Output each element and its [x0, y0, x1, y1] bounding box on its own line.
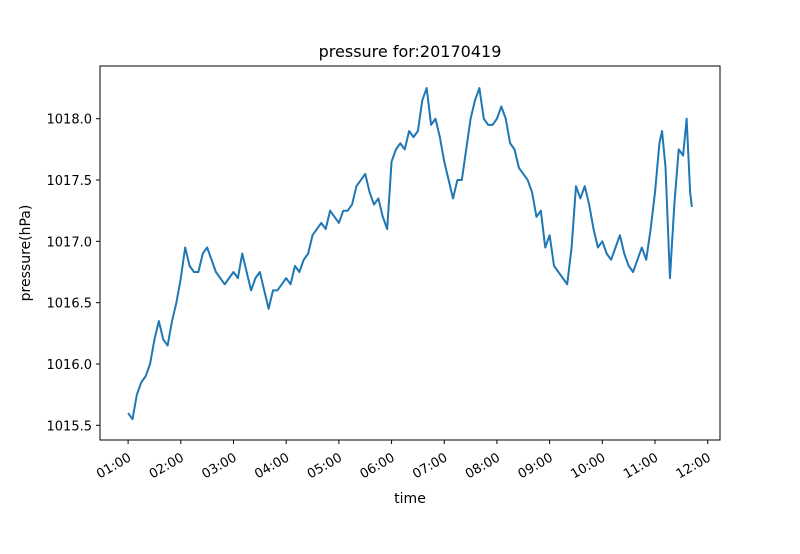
x-tick-label: 11:00	[621, 450, 661, 482]
chart-title: pressure for:20170419	[319, 42, 502, 61]
y-tick-label: 1017.0	[47, 235, 93, 250]
x-tick-label: 05:00	[305, 450, 345, 482]
x-tick-label: 08:00	[463, 450, 503, 482]
x-tick-label: 07:00	[410, 450, 450, 482]
axes-frame	[99, 65, 721, 441]
y-tick-label: 1017.5	[47, 174, 93, 189]
y-tick-label: 1015.5	[47, 419, 93, 434]
x-tick-label: 10:00	[568, 450, 608, 482]
x-tick-label: 01:00	[94, 450, 134, 482]
x-axis-label: time	[394, 491, 426, 507]
x-tick-label: 02:00	[147, 450, 187, 482]
y-tick-label: 1018.0	[47, 113, 93, 128]
x-tick-label: 12:00	[674, 450, 714, 482]
x-tick-label: 03:00	[200, 450, 240, 482]
x-tick-label: 09:00	[516, 450, 556, 482]
y-axis-label: pressure(hPa)	[18, 205, 34, 302]
x-tick-label: 04:00	[252, 450, 292, 482]
x-tick-label: 06:00	[358, 450, 398, 482]
y-tick-label: 1016.0	[47, 358, 93, 373]
y-tick-label: 1016.5	[47, 297, 93, 312]
data-line	[127, 87, 693, 421]
